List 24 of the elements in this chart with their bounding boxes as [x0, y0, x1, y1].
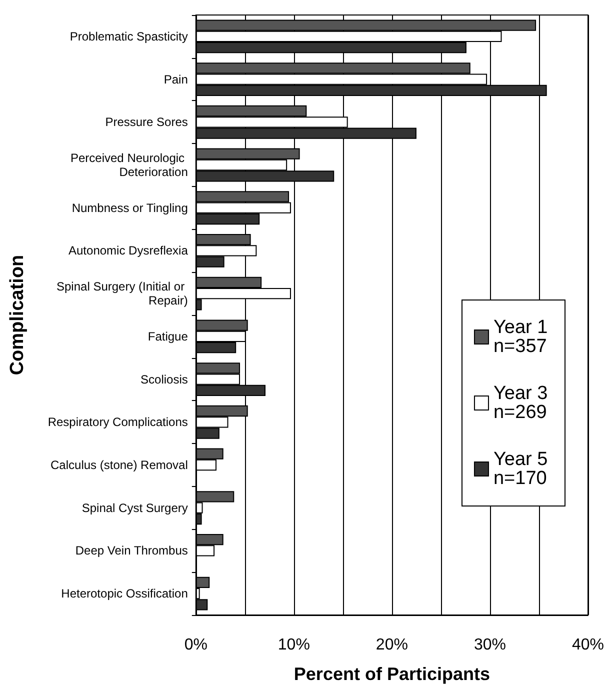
y-tick-label: Respiratory Complications — [48, 415, 188, 430]
y-tick-label: Deep Vein Thrombus — [75, 544, 188, 558]
y-tick-label: Autonomic Dysreflexia — [68, 244, 188, 258]
y-axis-title: Complication — [7, 254, 28, 376]
x-tick-label: 30% — [474, 636, 506, 654]
x-tick-label: 10% — [278, 636, 310, 654]
x-tick-label: 40% — [572, 636, 604, 654]
y-tick-label: Heterotopic Ossification — [61, 586, 188, 601]
y-tick-label: Spinal Surgery (Initial or Repair) — [56, 280, 188, 308]
x-tick-label: 20% — [376, 636, 408, 654]
y-tick-label: Problematic Spasticity — [70, 29, 188, 44]
x-tick-label: 0% — [184, 636, 208, 654]
y-tick-label: Spinal Cyst Surgery — [82, 500, 188, 515]
y-tick-label: Pressure Sores — [105, 115, 188, 130]
y-tick-label: Scoliosis — [140, 372, 188, 386]
legend-label: Year 5 n=170 — [493, 449, 553, 489]
y-tick-label: Pain — [164, 72, 188, 86]
y-tick-label: Fatigue — [148, 329, 188, 344]
y-tick-label: Perceived Neurologic Deterioration — [70, 151, 188, 179]
y-tick-label: Numbness or Tingling — [72, 200, 188, 215]
legend-label: Year 1 n=357 — [493, 317, 553, 357]
x-axis-title: Percent of Participants — [294, 664, 490, 684]
legend-label: Year 3 n=269 — [493, 383, 553, 423]
y-tick-label: Calculus (stone) Removal — [50, 458, 188, 472]
